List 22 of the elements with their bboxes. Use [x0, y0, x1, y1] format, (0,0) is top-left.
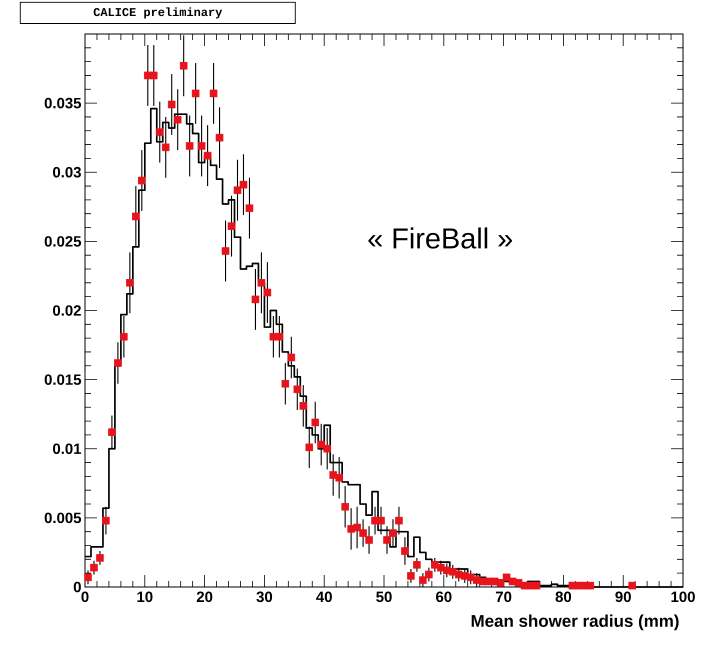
- y-tick-label: 0.025: [44, 236, 82, 247]
- x-tick-label: 0: [81, 592, 89, 602]
- y-tick-label: 0.005: [44, 512, 82, 524]
- x-tick-label: 30: [256, 592, 272, 602]
- y-tick-label: 0.02: [52, 305, 81, 316]
- annotation: « FireBall »: [368, 227, 512, 249]
- x-tick-label: 100: [671, 592, 695, 602]
- y-tick-label: 0.03: [52, 166, 81, 178]
- x-axis-title: Mean shower radius (mm): [472, 614, 679, 630]
- x-tick-label: 20: [196, 592, 212, 602]
- x-tick-label: 80: [556, 592, 572, 602]
- x-tick-label: 10: [137, 592, 152, 602]
- text: CALICE preliminary: [94, 7, 222, 19]
- x-tick-label: 60: [436, 592, 452, 602]
- y-tick-label: 0.035: [44, 98, 82, 108]
- x-tick-label: 90: [615, 592, 631, 602]
- y-tick-label: 0: [74, 582, 81, 592]
- x-tick-label: 70: [496, 592, 512, 602]
- x-tick-label: 40: [316, 592, 332, 602]
- y-tick-label: 0.01: [52, 443, 82, 454]
- x-tick-label: 50: [376, 592, 392, 602]
- y-tick-label: 0.015: [44, 374, 82, 385]
